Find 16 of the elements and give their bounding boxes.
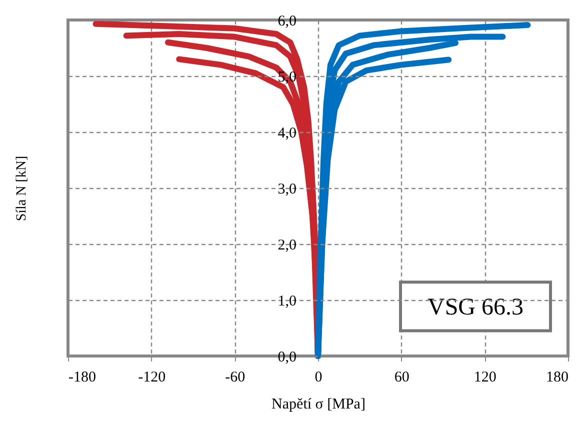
y-tick-label: 3,0	[278, 182, 296, 198]
x-tick-label: -60	[225, 370, 246, 386]
x-tick-label: 60	[394, 370, 410, 386]
y-tick-label: 4,0	[278, 126, 296, 142]
y-tick-label: 2,0	[278, 238, 296, 254]
x-tick-label: -180	[68, 370, 96, 386]
x-axis-title: Napětí σ [MPa]	[272, 396, 366, 412]
x-tick-label: 180	[546, 370, 568, 386]
annotation: VSG 66.3	[427, 294, 524, 320]
y-tick-label: 1,0	[278, 294, 296, 310]
x-tick-label: 120	[474, 370, 496, 386]
y-tick-label: 6,0	[278, 14, 296, 30]
y-axis-title: Síla N [kN]	[14, 156, 30, 222]
x-tick-label: 0	[314, 370, 322, 386]
y-tick-label: 0,0	[278, 350, 296, 366]
x-tick-label: -120	[138, 370, 166, 386]
